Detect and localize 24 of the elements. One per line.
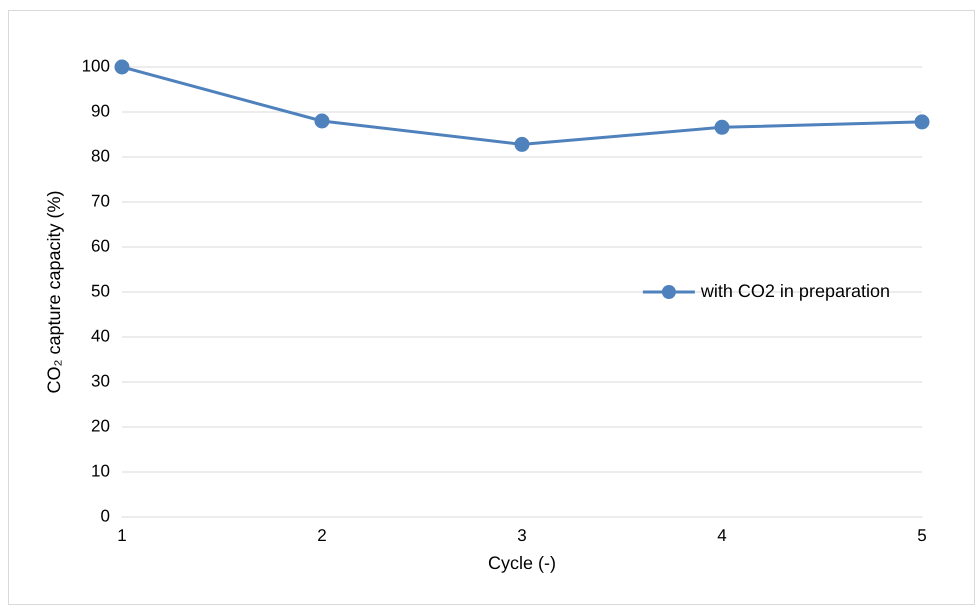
- x-tick-label: 2: [317, 526, 327, 545]
- point: [914, 114, 930, 130]
- y-tick-label: 0: [100, 506, 110, 526]
- y-tick-label: 90: [91, 102, 110, 121]
- x-tick-label: 5: [917, 526, 927, 545]
- point: [314, 114, 330, 128]
- y-tick-label: 50: [91, 282, 110, 301]
- y-tick-label: 40: [91, 326, 110, 346]
- point: [714, 120, 730, 135]
- y-axis-title: CO₂ capture capacity (%): [44, 190, 64, 394]
- y-tick-label: 100: [82, 56, 110, 76]
- x-axis-title: Cycle (-): [488, 553, 556, 574]
- y-tick-label: 20: [91, 416, 110, 436]
- x-tick-label: 1: [117, 526, 127, 545]
- y-tick-label: 30: [91, 372, 110, 391]
- legend-label: with CO2 in preparation: [700, 280, 890, 301]
- point: [114, 60, 130, 74]
- y-tick-label: 70: [91, 192, 110, 211]
- x-tick-label: 3: [517, 526, 527, 545]
- y-tick-label: 60: [91, 236, 110, 256]
- y-tick-label: 10: [91, 462, 110, 481]
- y-tick-label: 80: [91, 146, 110, 166]
- point: [514, 136, 530, 152]
- x-tick-label: 4: [717, 526, 727, 545]
